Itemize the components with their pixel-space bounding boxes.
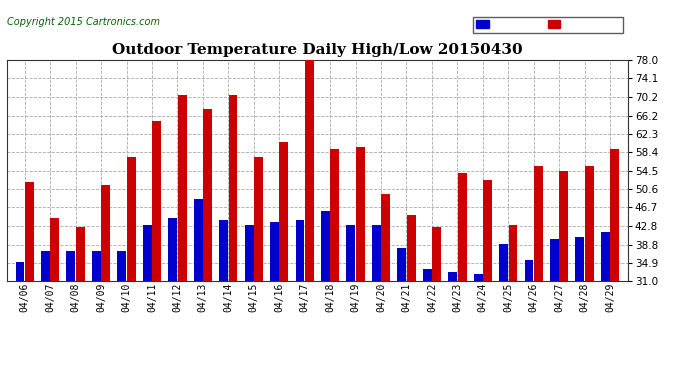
Bar [194,199,203,281]
Bar [346,225,355,281]
Bar [321,211,330,281]
Bar [152,121,161,281]
Bar [245,225,253,281]
Bar [423,270,432,281]
Bar [50,218,59,281]
Bar [448,272,457,281]
Bar [550,239,559,281]
Bar [254,156,263,281]
Bar [499,244,508,281]
Bar [575,237,584,281]
Bar [228,95,237,281]
Bar [66,251,75,281]
Bar [270,222,279,281]
Bar [331,150,339,281]
Bar [382,194,390,281]
Bar [372,225,381,281]
Bar [305,60,314,281]
Bar [585,166,594,281]
Bar [457,173,466,281]
Bar [406,215,415,281]
Bar [101,185,110,281]
Bar [219,220,228,281]
Bar [356,147,365,281]
Text: Copyright 2015 Cartronics.com: Copyright 2015 Cartronics.com [7,17,160,27]
Bar [509,225,518,281]
Bar [560,171,569,281]
Bar [473,274,482,281]
Bar [117,251,126,281]
Bar [76,227,85,281]
Title: Outdoor Temperature Daily High/Low 20150430: Outdoor Temperature Daily High/Low 20150… [112,44,523,57]
Bar [611,150,619,281]
Legend: Low  (°F), High  (°F): Low (°F), High (°F) [473,16,622,33]
Bar [432,227,441,281]
Bar [92,251,101,281]
Bar [483,180,492,281]
Bar [601,232,610,281]
Bar [279,142,288,281]
Bar [178,95,186,281]
Bar [295,220,304,281]
Bar [16,262,24,281]
Bar [203,110,212,281]
Bar [25,182,34,281]
Bar [534,166,543,281]
Bar [168,218,177,281]
Bar [143,225,152,281]
Bar [127,156,136,281]
Bar [41,251,50,281]
Bar [397,248,406,281]
Bar [524,260,533,281]
